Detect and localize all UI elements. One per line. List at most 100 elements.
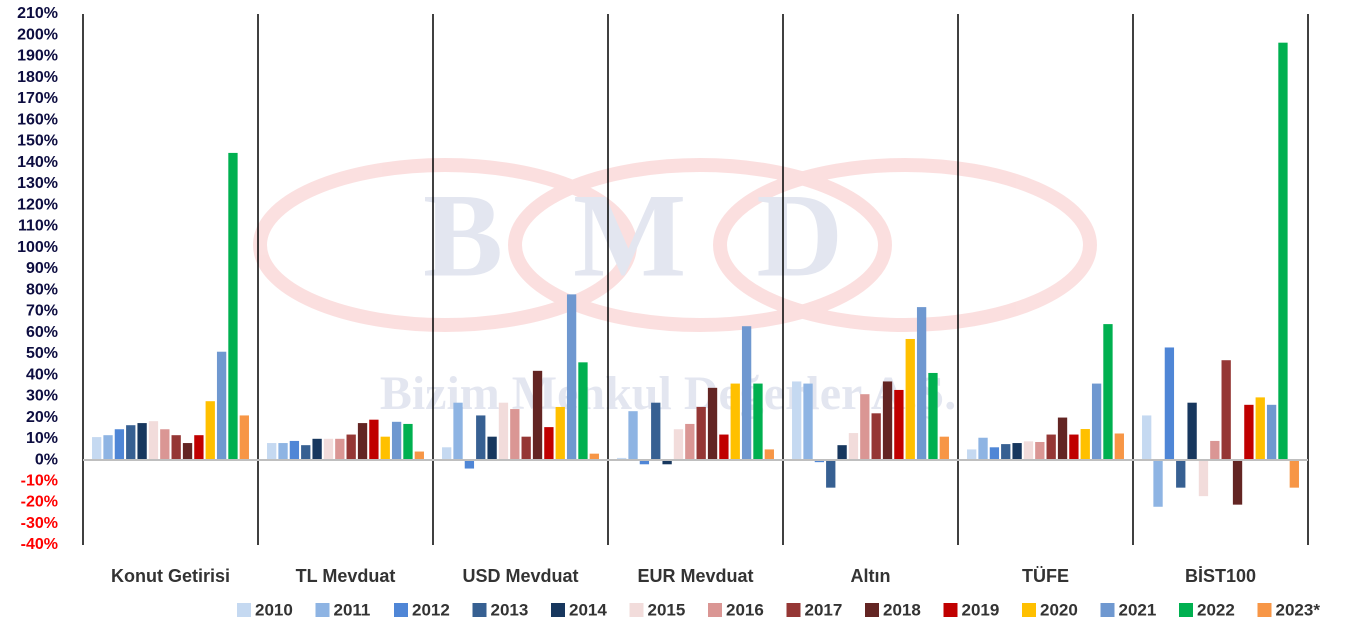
bar: [1210, 440, 1220, 461]
legend-label: 2011: [334, 600, 371, 619]
bar: [510, 409, 520, 461]
legend-swatch: [394, 603, 408, 617]
watermark: BMD Bizim Menkul Değerler A.Ş.: [253, 158, 1097, 420]
legend-swatch: [1257, 603, 1272, 617]
y-tick-label: -10%: [21, 472, 58, 489]
legend-label: 2013: [491, 600, 529, 619]
bar: [453, 402, 463, 461]
y-tick-label: -20%: [21, 494, 58, 511]
bar: [989, 447, 1000, 461]
y-tick-label: -40%: [21, 536, 58, 553]
legend-swatch: [629, 603, 644, 617]
bar: [1153, 460, 1163, 507]
bar: [1244, 404, 1254, 461]
bar: [894, 389, 904, 461]
legend-swatch: [237, 603, 251, 617]
bar: [278, 443, 288, 461]
bar: [707, 387, 718, 461]
bar: [566, 294, 577, 461]
bar: [1187, 402, 1197, 461]
bar: [194, 435, 204, 461]
bar: [719, 434, 729, 461]
y-tick-label: 30%: [26, 388, 58, 405]
legend-label: 2023*: [1276, 600, 1321, 619]
bar: [521, 436, 531, 461]
legend-label: 2018: [883, 600, 921, 619]
watermark-ring: [713, 158, 1097, 332]
bar: [289, 440, 300, 461]
bar: [1103, 324, 1113, 461]
bar: [764, 449, 774, 461]
legend-swatch: [315, 603, 330, 617]
y-tick-label: 190%: [17, 48, 58, 65]
bar: [403, 423, 413, 461]
bar: [544, 427, 554, 461]
y-tick-label: 70%: [26, 303, 58, 320]
plot-area: -40% -30% -20% -10% 0% 10% 20% 30% 40% 50% 60% 70% 8…: [17, 5, 1320, 619]
bar: [1198, 460, 1209, 497]
legend-label: 2017: [805, 600, 843, 619]
bar: [228, 152, 238, 461]
y-tick-label: 10%: [26, 430, 58, 447]
bar: [1176, 460, 1186, 488]
bar: [1012, 443, 1022, 461]
bar: [1080, 429, 1090, 461]
bar: [1289, 460, 1299, 488]
y-tick-label: 80%: [26, 281, 58, 298]
bar: [662, 460, 672, 465]
legend-swatch: [472, 603, 487, 617]
y-tick-label: 120%: [17, 196, 58, 213]
bar: [792, 381, 802, 461]
legend-label: 2021: [1119, 600, 1157, 619]
bar: [555, 406, 565, 461]
bar: [978, 437, 988, 461]
x-tick-label: Konut Getirisi: [111, 566, 230, 586]
bar: [216, 351, 227, 461]
bar: [442, 447, 452, 461]
bar: [148, 421, 159, 461]
y-tick-label: 0%: [35, 451, 58, 468]
watermark-ring: [508, 158, 892, 332]
bar: [837, 445, 847, 461]
bar: [414, 451, 424, 461]
bar: [696, 406, 706, 461]
bar: [916, 307, 927, 461]
y-tick-label: 20%: [26, 409, 58, 426]
bar: [1232, 460, 1243, 505]
legend-label: 2020: [1040, 600, 1078, 619]
bar: [476, 415, 486, 461]
y-tick-label: 50%: [26, 345, 58, 362]
bar: [1046, 434, 1056, 461]
bar: [1278, 42, 1288, 461]
bar: [871, 413, 881, 461]
bar: [357, 423, 368, 461]
x-tick-label: TL Mevduat: [296, 566, 396, 586]
legend-label: 2022: [1197, 600, 1235, 619]
watermark-logo: BMD: [423, 169, 913, 302]
bar: [301, 445, 311, 461]
y-tick-label: 160%: [17, 111, 58, 128]
bar: [1255, 397, 1265, 461]
legend-swatch: [708, 603, 722, 617]
x-tick-label: USD Mevduat: [462, 566, 578, 586]
bar: [1023, 441, 1034, 461]
bar: [114, 429, 125, 461]
bar: [346, 434, 356, 461]
x-tick-label: EUR Mevduat: [637, 566, 753, 586]
bar: [498, 402, 509, 461]
bar: [967, 449, 977, 461]
bar: [369, 419, 379, 461]
y-tick-label: 200%: [17, 26, 58, 43]
bar: [103, 435, 113, 461]
bar: [335, 438, 345, 461]
y-tick-label: 60%: [26, 324, 58, 341]
bar: [267, 443, 277, 461]
bar: [239, 415, 249, 461]
bar: [205, 401, 215, 461]
bar: [1001, 444, 1011, 461]
bar: [160, 429, 170, 461]
bar: [741, 326, 752, 461]
x-tick-label: Altın: [851, 566, 891, 586]
bar: [882, 381, 893, 461]
y-tick-label: 150%: [17, 133, 58, 150]
